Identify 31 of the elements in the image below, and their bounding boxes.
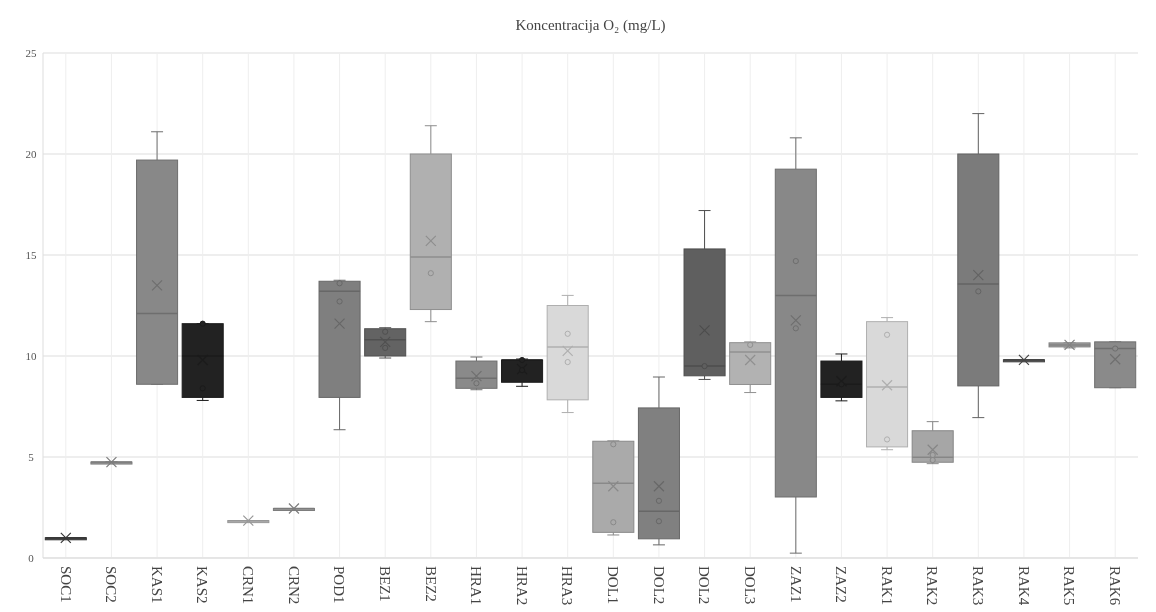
x-tick-label: KAS1 bbox=[148, 566, 165, 604]
x-tick-label: KAS2 bbox=[194, 566, 211, 604]
x-tick-label: RAK2 bbox=[924, 566, 941, 606]
x-tick-label: DOL2 bbox=[650, 566, 667, 605]
y-tick-label: 15 bbox=[25, 248, 37, 261]
x-tick-label: HRA2 bbox=[513, 566, 530, 606]
x-tick-label: HRA3 bbox=[559, 566, 576, 606]
x-tick-label: ZAZ1 bbox=[787, 566, 804, 603]
x-tick-label: RAK1 bbox=[878, 566, 895, 606]
chart-title: Koncentracija O₂ (mg/L) bbox=[515, 17, 666, 34]
x-tick-label: RAK6 bbox=[1106, 566, 1123, 606]
x-tick-label: ZAZ2 bbox=[833, 566, 850, 603]
x-tick-label: RAK4 bbox=[1015, 566, 1032, 606]
x-tick-label: SOC2 bbox=[103, 566, 120, 603]
x-tick-label: DOL1 bbox=[605, 566, 622, 605]
y-tick-label: 5 bbox=[28, 450, 35, 463]
x-tick-label: BEZ2 bbox=[422, 566, 439, 602]
y-tick-label: 20 bbox=[25, 147, 37, 160]
y-tick-label: 0 bbox=[28, 551, 35, 564]
x-tick-label: CRN2 bbox=[285, 566, 302, 605]
x-tick-label: HRA1 bbox=[468, 566, 485, 606]
y-tick-label: 25 bbox=[25, 46, 37, 59]
x-tick-label: DOL3 bbox=[741, 566, 758, 605]
x-tick-label: RAK3 bbox=[970, 566, 987, 606]
x-tick-label: BEZ1 bbox=[376, 566, 393, 602]
x-tick-label: CRN1 bbox=[240, 566, 257, 605]
x-tick-label: RAK5 bbox=[1061, 566, 1078, 606]
x-tick-label: SOC1 bbox=[57, 566, 74, 603]
x-tick-label: DOL2 bbox=[696, 566, 713, 605]
y-tick-label: 10 bbox=[25, 349, 37, 362]
x-tick-label: POD1 bbox=[331, 566, 348, 604]
